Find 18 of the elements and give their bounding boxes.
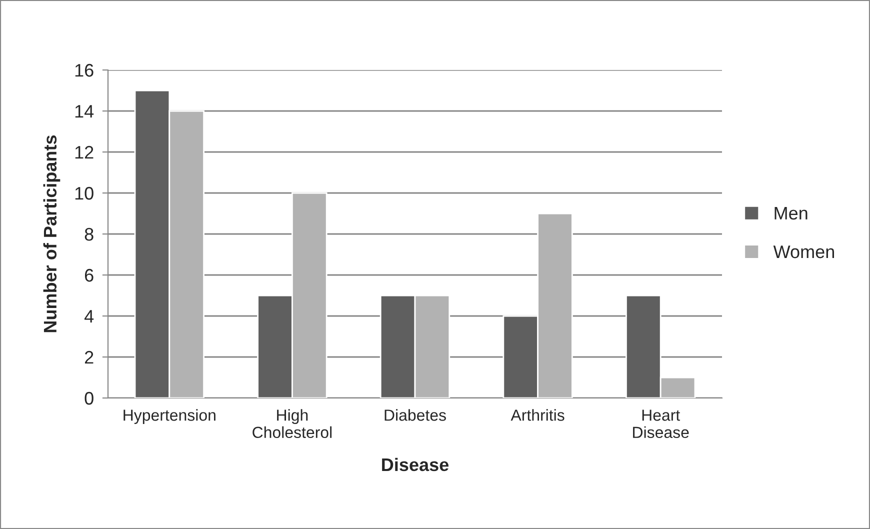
y-tick-label: 0 bbox=[84, 392, 94, 405]
y-tick-label: 4 bbox=[84, 310, 94, 323]
y-tick-label: 10 bbox=[75, 186, 94, 200]
y-tick-label: 8 bbox=[84, 228, 94, 241]
y-tick-label: 2 bbox=[84, 350, 94, 364]
y-tick-label: 6 bbox=[84, 268, 94, 282]
y-tick-label: 14 bbox=[75, 105, 94, 118]
legend-label: Men bbox=[774, 207, 808, 220]
x-tick-label: Heart Disease bbox=[633, 410, 689, 438]
y-axis-title: Number of Participants bbox=[43, 135, 60, 332]
y-tick-label: 12 bbox=[75, 146, 94, 159]
x-tick-label: Diabetes bbox=[384, 409, 446, 421]
x-tick-label: Hypertension bbox=[124, 409, 216, 424]
x-tick-label: High Cholesterol bbox=[252, 409, 332, 438]
x-axis-title: Disease bbox=[382, 458, 449, 472]
y-tick-label: 16 bbox=[75, 64, 94, 77]
legend-label: Women bbox=[773, 246, 834, 258]
x-tick-label: Arthritis bbox=[510, 409, 564, 421]
